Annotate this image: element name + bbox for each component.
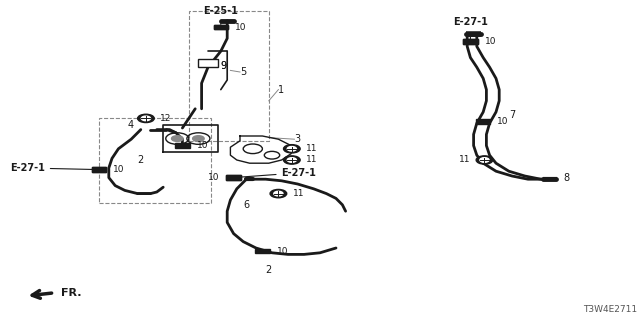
Text: E-27-1: E-27-1 [453,17,488,39]
Text: T3W4E2711: T3W4E2711 [582,305,637,314]
Circle shape [274,191,283,196]
Circle shape [141,116,150,121]
Circle shape [287,158,296,162]
Text: 2: 2 [138,155,144,165]
Text: 5: 5 [240,67,246,77]
Bar [92,167,106,172]
Bar [214,25,228,29]
Text: 11: 11 [459,156,470,164]
Text: 10: 10 [208,173,220,182]
Text: 11: 11 [306,144,317,153]
Text: 11: 11 [292,189,304,198]
Text: 12: 12 [160,114,172,123]
Circle shape [284,145,300,153]
Text: 10: 10 [497,117,509,126]
Text: 2: 2 [266,265,272,276]
Bar [175,143,189,148]
Bar [476,119,490,124]
Bar [214,25,228,29]
Circle shape [284,156,300,164]
Circle shape [172,136,183,141]
Text: E-27-1: E-27-1 [236,168,316,178]
Bar [463,39,477,44]
Text: 10: 10 [484,37,496,46]
Circle shape [138,114,154,123]
Text: FR.: FR. [61,288,81,299]
Text: 9: 9 [221,60,227,71]
Circle shape [287,147,296,151]
Circle shape [476,156,493,164]
Text: 10: 10 [235,23,246,32]
Bar [189,11,269,141]
Text: 4: 4 [128,120,134,130]
Text: 7: 7 [509,110,515,120]
Bar [99,118,211,203]
Bar [198,59,218,67]
Bar [255,249,269,253]
Circle shape [193,136,204,141]
Circle shape [270,189,287,198]
Text: 3: 3 [294,134,301,144]
Text: E-27-1: E-27-1 [10,163,97,173]
Bar [227,175,241,180]
Bar [227,175,241,180]
Text: 9: 9 [221,60,227,71]
Bar [463,39,477,44]
Circle shape [480,158,489,162]
Text: E-25-1: E-25-1 [204,6,238,24]
Text: 11: 11 [306,156,317,164]
Text: 1: 1 [278,84,285,95]
Bar [92,167,106,172]
Text: 6: 6 [243,200,250,210]
Text: 8: 8 [563,172,570,183]
Text: 10: 10 [196,141,208,150]
Text: 10: 10 [113,165,125,174]
Text: 10: 10 [276,247,288,256]
